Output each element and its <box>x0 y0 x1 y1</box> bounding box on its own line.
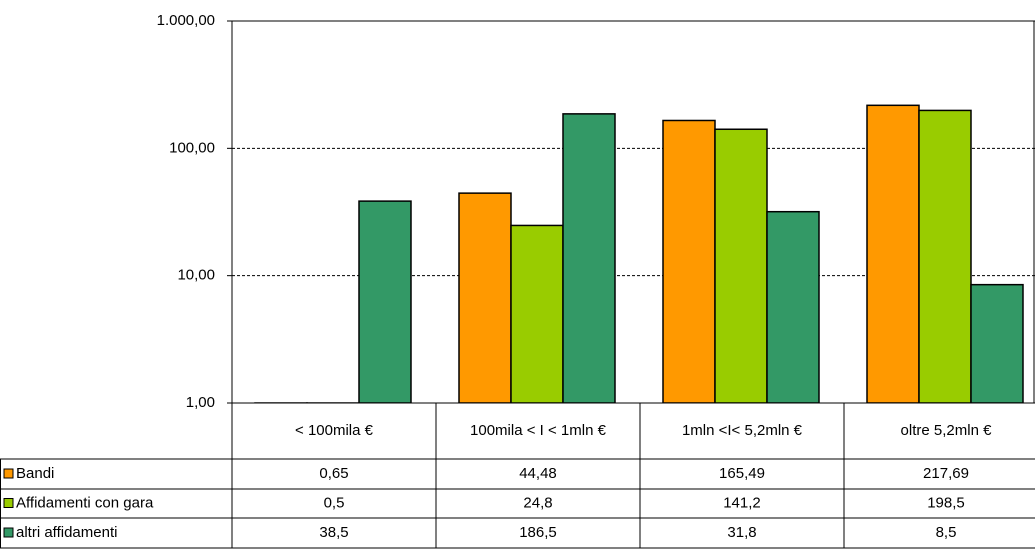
category-cell: 1mln <I< 5,2mln € <box>681 422 803 439</box>
table-value: 217,69 <box>923 465 969 482</box>
bar <box>866 104 920 403</box>
legend-label: Bandi <box>16 465 54 482</box>
legend-label: altri affidamenti <box>16 524 117 541</box>
legend-label: Affidamenti con gara <box>16 494 154 511</box>
bar <box>766 210 820 403</box>
table-value: 165,49 <box>719 465 765 482</box>
x-tick-label: 1mln <I< 5,2mln € <box>681 422 803 439</box>
y-tick-label: 10,00 <box>177 267 215 284</box>
table-value: 8,5 <box>936 524 957 541</box>
y-tick-label: 100,00 <box>169 139 215 156</box>
table-value: 141,2 <box>723 494 761 511</box>
table-value: 0,5 <box>324 494 345 511</box>
legend-key <box>3 468 14 479</box>
bar <box>458 192 512 403</box>
bar <box>358 200 412 403</box>
bars <box>254 104 1024 403</box>
table-value: 31,8 <box>727 524 756 541</box>
table-value: 198,5 <box>927 494 965 511</box>
table-value: 186,5 <box>519 524 557 541</box>
bar <box>510 224 564 403</box>
x-tick-label: < 100mila € <box>295 422 373 439</box>
legend-key <box>3 498 14 508</box>
x-tick-label: oltre 5,2mln € <box>900 422 992 439</box>
x-tick-label: 100mila < I < 1mln € <box>470 422 606 439</box>
table-value: 44,48 <box>519 465 557 482</box>
bar <box>714 128 768 403</box>
table-value: 24,8 <box>523 494 552 511</box>
table-value: 0,65 <box>319 465 348 482</box>
y-tick-label: 1,00 <box>186 394 215 411</box>
category-cell: < 100mila € <box>295 422 373 439</box>
y-tick-label: 1.000,00 <box>157 12 215 29</box>
bar <box>918 109 972 403</box>
category-cell: 100mila < I < 1mln € <box>470 422 606 439</box>
bar <box>970 283 1024 403</box>
table-value: 38,5 <box>319 524 348 541</box>
bar <box>662 119 716 403</box>
bar <box>562 113 616 403</box>
legend-key <box>3 527 14 538</box>
category-cell: oltre 5,2mln € <box>900 422 992 439</box>
